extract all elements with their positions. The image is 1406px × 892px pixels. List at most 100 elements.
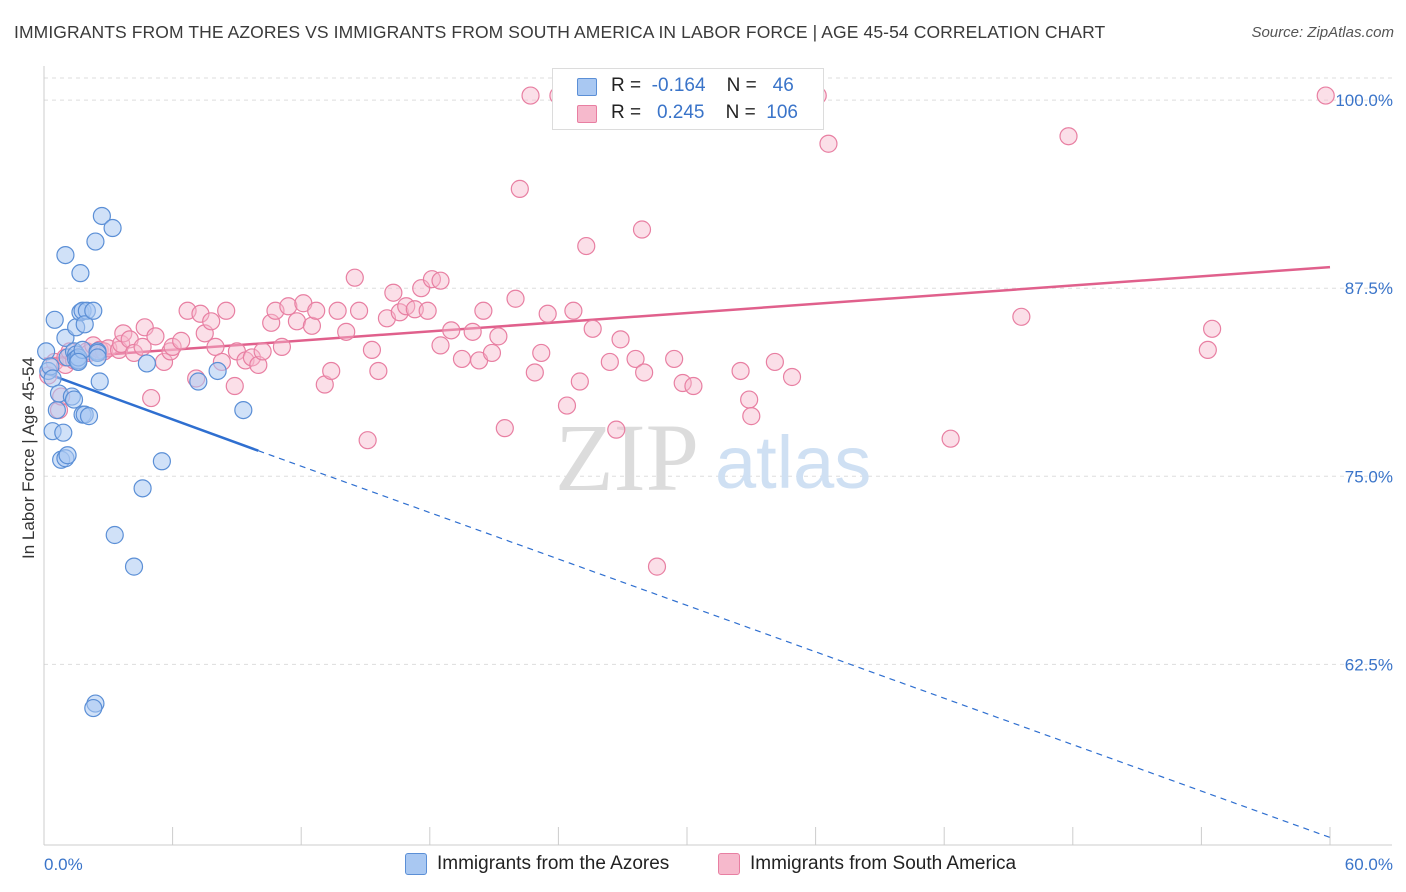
azores-point [71, 264, 90, 283]
y-tick-label: 75.0% [1345, 467, 1393, 486]
azores-points [37, 206, 253, 718]
south-america-point [253, 342, 272, 361]
azores-point [86, 232, 105, 251]
x-tick-label: 0.0% [44, 855, 83, 874]
azores-point [88, 348, 107, 367]
south-america-point [146, 327, 165, 346]
south-america-point [242, 348, 262, 367]
south-america-point [287, 312, 307, 331]
south-america-point [731, 361, 750, 381]
axes [43, 66, 1392, 846]
south-america-point [307, 301, 326, 320]
azores-point [69, 352, 88, 372]
azores-legend-label: Immigrants from the Azores [437, 853, 670, 874]
south-america-point [583, 319, 602, 338]
south-america-points [39, 86, 1335, 576]
south-america-point [442, 321, 461, 340]
south-america-point [369, 361, 388, 381]
south-america-point [510, 179, 529, 198]
south-america-point [142, 388, 161, 408]
south-america-point [322, 361, 341, 381]
south-america-point [431, 271, 450, 290]
south-america-point [635, 363, 654, 382]
x-tick-label: 60.0% [1345, 855, 1393, 874]
south-america-point [452, 349, 472, 369]
south-america-point [647, 557, 667, 576]
south-america-point [418, 301, 437, 320]
south-america-point [482, 343, 502, 363]
south-america-point [358, 431, 377, 450]
azores-point [47, 400, 66, 420]
south-america-point [782, 367, 802, 387]
south-america-point [384, 283, 403, 302]
azores-point [84, 301, 103, 320]
azores-point [124, 557, 144, 576]
south-america-point [349, 301, 369, 320]
south-america-swatch [577, 105, 597, 123]
azores-point [90, 372, 109, 391]
chart-title: IMMIGRANTS FROM THE AZORES VS IMMIGRANTS… [14, 22, 1106, 42]
n-label: N = [726, 75, 757, 96]
south-america-point [133, 337, 152, 356]
watermark-atlas: atlas [715, 421, 871, 504]
azores-point [43, 369, 62, 388]
south-america-n-value: 106 [766, 102, 798, 123]
azores-point [137, 354, 156, 373]
azores-point [56, 245, 75, 265]
south-america-point [600, 352, 619, 372]
azores-point [208, 361, 227, 381]
south-america-point [225, 376, 244, 396]
source-label: Source: ZipAtlas.com [1251, 24, 1394, 41]
azores-point [54, 423, 73, 442]
south-america-point [206, 337, 225, 356]
south-america-point [673, 373, 692, 393]
azores-swatch [577, 78, 597, 96]
south-america-point [577, 236, 596, 256]
south-america-point [362, 340, 382, 360]
gridlines [44, 77, 1392, 665]
y-axis-title: In Labor Force | Age 45-54 [19, 357, 38, 559]
r-label: R = [611, 75, 642, 96]
azores-point [234, 400, 253, 420]
azores-n-value: 46 [772, 75, 794, 96]
south-america-point [431, 336, 450, 355]
azores-point [84, 698, 103, 718]
azores-point [105, 525, 124, 545]
south-america-point [302, 316, 322, 335]
south-america-point [328, 301, 347, 320]
south-america-point [172, 331, 191, 350]
south-america-point [819, 134, 838, 153]
south-america-point [626, 349, 645, 369]
azores-trendline [43, 371, 259, 452]
south-america-point [272, 337, 292, 356]
south-america-point [202, 312, 221, 331]
south-america-point [765, 352, 784, 372]
watermark-zip: ZIP [555, 404, 699, 511]
south-america-point [217, 301, 236, 320]
azores-point [75, 315, 94, 334]
r-label: R = [611, 102, 642, 123]
south-america-point [345, 268, 364, 287]
south-america-point [538, 304, 557, 323]
south-america-point [665, 349, 684, 369]
azores-point [79, 407, 99, 426]
south-america-point [941, 429, 960, 448]
azores-point [58, 446, 77, 465]
azores-trendline-extension [258, 450, 1331, 839]
azores-point [64, 390, 84, 409]
y-axis-labels: 62.5% 75.0% 87.5% 100.0% [1335, 91, 1393, 674]
south-america-point [474, 301, 493, 320]
south-america-point [1198, 340, 1217, 360]
south-america-point [262, 313, 281, 332]
south-america-point [495, 419, 514, 438]
south-america-point [740, 390, 759, 409]
south-america-point [632, 220, 652, 239]
south-america-point [279, 297, 298, 316]
south-america-legend-label: Immigrants from South America [750, 853, 1017, 874]
watermark: ZIP atlas [555, 404, 871, 511]
south-america-point [1203, 319, 1222, 338]
x-axis-labels: 0.0% 60.0% [44, 855, 1393, 874]
azores-point [152, 452, 171, 471]
south-america-point [570, 372, 589, 391]
